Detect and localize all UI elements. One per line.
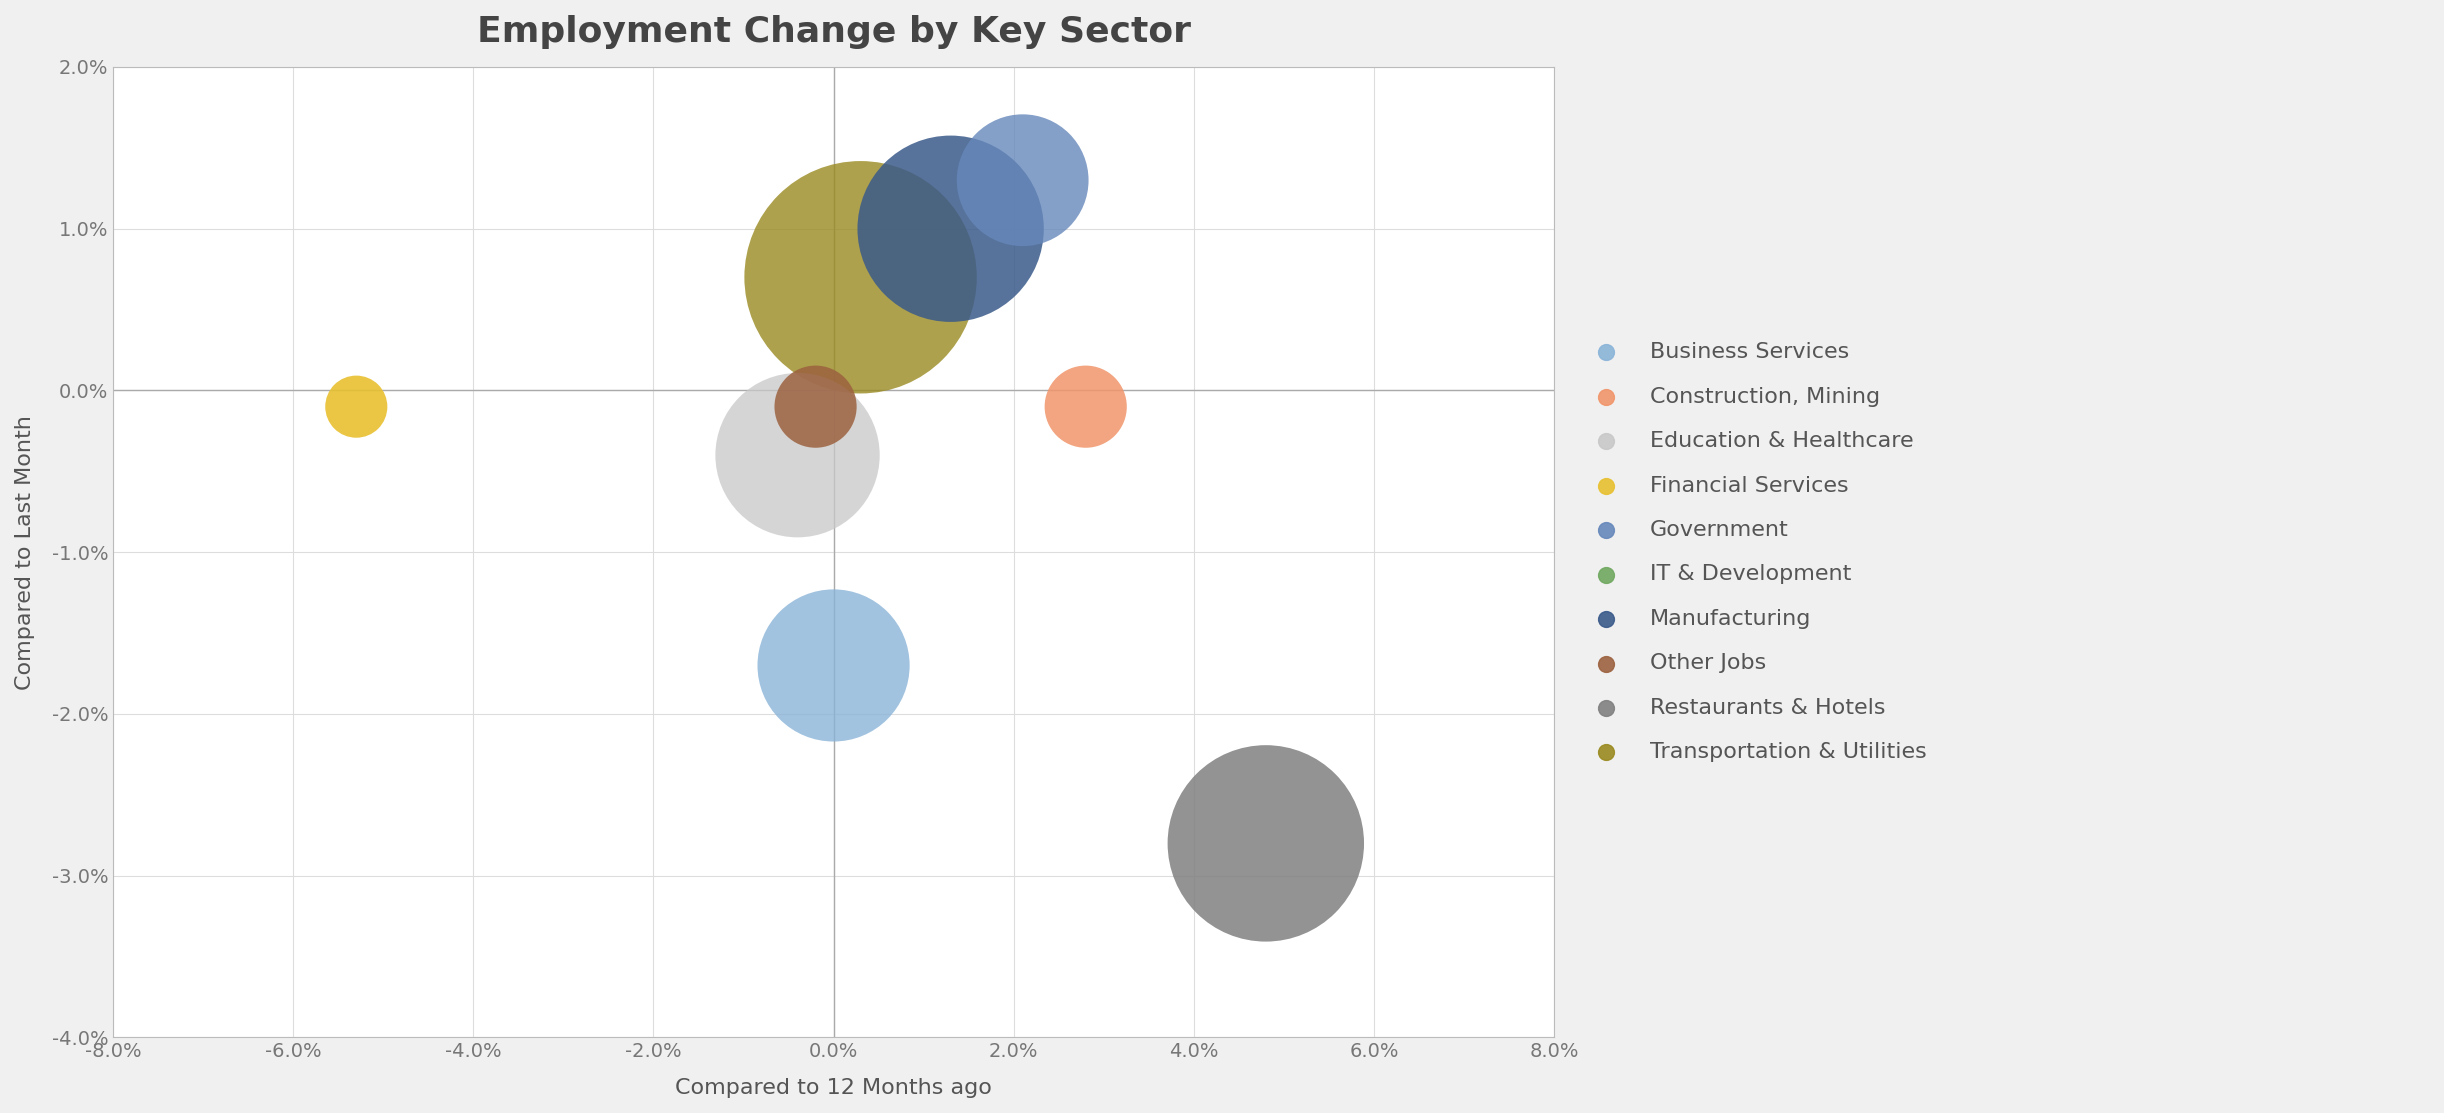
Point: [814, 657, 853, 674]
Point: [1066, 397, 1105, 415]
Point: [931, 220, 970, 238]
Y-axis label: Compared to Last Month: Compared to Last Month: [15, 415, 34, 690]
Point: [1002, 171, 1041, 189]
Point: [337, 397, 376, 415]
Point: [841, 268, 880, 286]
Point: [797, 397, 836, 415]
Legend: Business Services, Construction, Mining, Education & Healthcare, Financial Servi: Business Services, Construction, Mining,…: [1571, 332, 1938, 774]
Point: [1246, 835, 1286, 853]
Point: [777, 446, 816, 464]
X-axis label: Compared to 12 Months ago: Compared to 12 Months ago: [675, 1078, 992, 1099]
Title: Employment Change by Key Sector: Employment Change by Key Sector: [477, 14, 1190, 49]
